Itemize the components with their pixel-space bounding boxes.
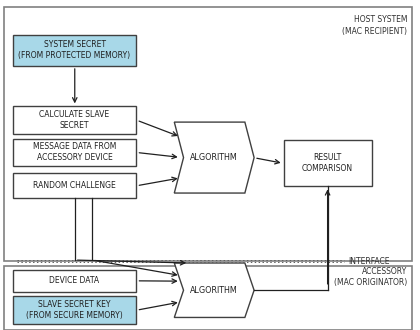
Bar [13, 35, 137, 66]
Text: MESSAGE DATA FROM
ACCESSORY DEVICE: MESSAGE DATA FROM ACCESSORY DEVICE [33, 142, 116, 162]
Text: SYSTEM SECRET
(FROM PROTECTED MEMORY): SYSTEM SECRET (FROM PROTECTED MEMORY) [18, 40, 131, 60]
Text: RESULT
COMPARISON: RESULT COMPARISON [302, 153, 353, 173]
Polygon shape [174, 122, 254, 193]
Polygon shape [174, 263, 254, 317]
Bar [13, 106, 137, 134]
Text: HOST SYSTEM
(MAC RECIPIENT): HOST SYSTEM (MAC RECIPIENT) [342, 15, 407, 36]
Bar [13, 173, 137, 198]
Text: ACCESSORY
(MAC ORIGINATOR): ACCESSORY (MAC ORIGINATOR) [334, 267, 407, 287]
Bar [13, 270, 137, 292]
Bar [4, 266, 412, 330]
Bar [284, 140, 372, 186]
Bar [13, 139, 137, 166]
Text: ALGORITHM: ALGORITHM [190, 153, 238, 162]
Bar [13, 296, 137, 324]
Text: DEVICE DATA: DEVICE DATA [50, 276, 100, 285]
Text: SLAVE SECRET KEY
(FROM SECURE MEMORY): SLAVE SECRET KEY (FROM SECURE MEMORY) [26, 300, 123, 320]
Text: ALGORITHM: ALGORITHM [190, 286, 238, 295]
Text: INTERFACE: INTERFACE [349, 257, 390, 266]
Text: RANDOM CHALLENGE: RANDOM CHALLENGE [33, 181, 116, 190]
Bar [4, 7, 412, 261]
Text: CALCULATE SLAVE
SECRET: CALCULATE SLAVE SECRET [39, 110, 110, 130]
